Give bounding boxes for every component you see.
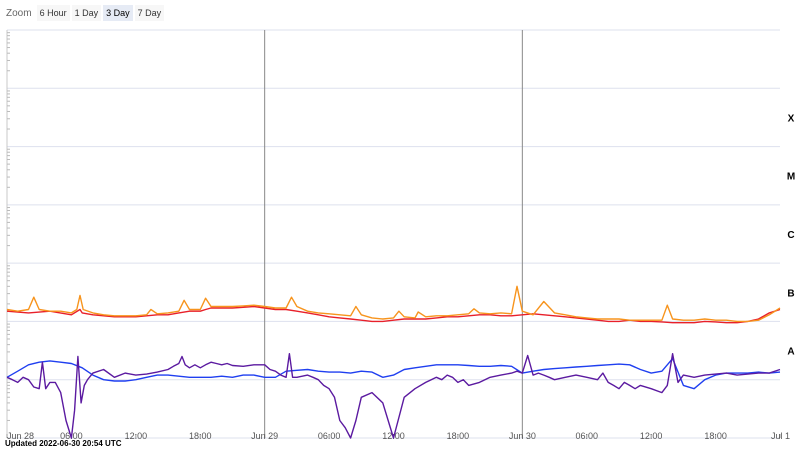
zoom-bar: Zoom 6 Hour 1 Day 3 Day 7 Day [6, 4, 165, 22]
flare-class-label-m: M [787, 172, 795, 183]
x-tick-label: 12:00 [640, 431, 663, 441]
updated-timestamp: Updated 2022-06-30 20:54 UTC [5, 439, 122, 448]
x-tick-label: 12:00 [125, 431, 148, 441]
x-tick-label: 18:00 [447, 431, 470, 441]
x-tick-label: Jun 30 [509, 431, 536, 441]
x-tick-label: Jun 29 [251, 431, 278, 441]
zoom-1-day-button[interactable]: 1 Day [71, 5, 102, 21]
flare-class-label-b: B [787, 288, 794, 299]
x-tick-label: 06:00 [575, 431, 598, 441]
zoom-3-day-button[interactable]: 3 Day [103, 5, 133, 21]
x-tick-label: Jul 1 [771, 431, 790, 441]
series-line-2 [6, 357, 781, 390]
series-line-1 [6, 285, 781, 323]
x-tick-label: 06:00 [318, 431, 341, 441]
zoom-7-day-button[interactable]: 7 Day [134, 5, 165, 21]
x-tick-label: 18:00 [704, 431, 727, 441]
flare-class-label-c: C [787, 230, 794, 241]
zoom-6-hour-button[interactable]: 6 Hour [36, 5, 70, 21]
x-tick-label: 18:00 [189, 431, 212, 441]
x-tick-label: Jun 28 [7, 431, 34, 441]
series-line-0 [6, 305, 781, 324]
flare-class-label-a: A [787, 347, 794, 358]
series-line-3 [6, 353, 781, 439]
zoom-label: Zoom [6, 7, 32, 19]
flare-class-label-x: X [788, 113, 795, 124]
